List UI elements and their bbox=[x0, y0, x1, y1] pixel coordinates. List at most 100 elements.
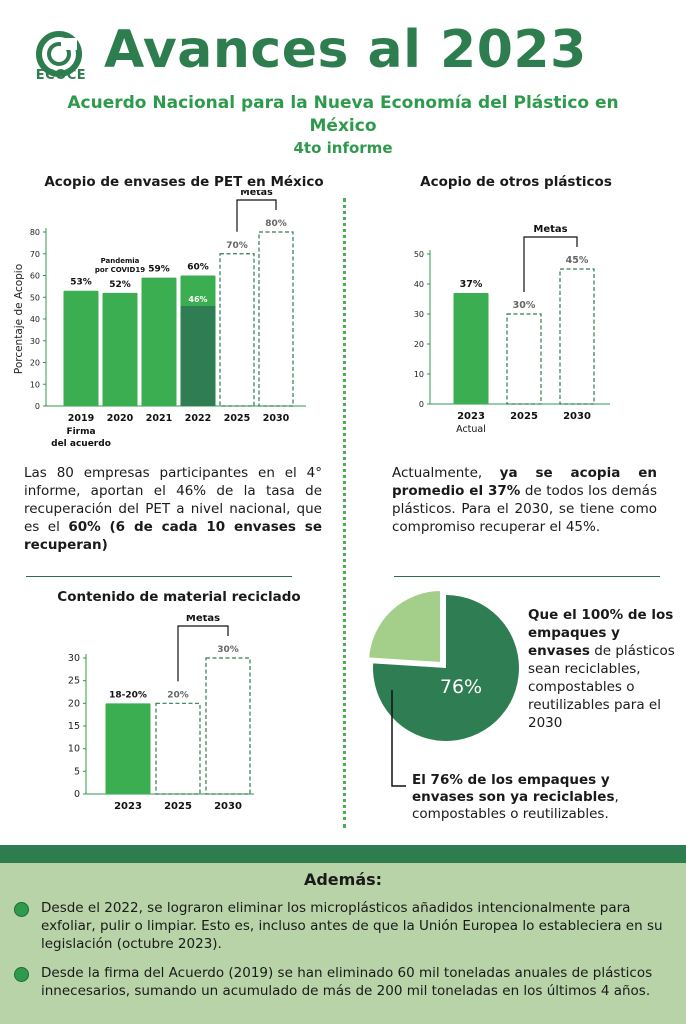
x-tick-label: 2022 bbox=[185, 413, 211, 424]
x-tick-label: 2025 bbox=[224, 413, 250, 424]
bar-meta bbox=[506, 313, 542, 405]
y-tick-label: 80 bbox=[30, 228, 40, 237]
x-tick-label: 2030 bbox=[263, 413, 290, 424]
x-tick-label: 2020 bbox=[107, 413, 134, 424]
y-tick-label: 30 bbox=[414, 310, 424, 319]
y-tick-label: 60 bbox=[30, 272, 40, 281]
bar-meta bbox=[258, 231, 294, 407]
bullet-icon bbox=[14, 902, 29, 917]
otros-chart-title: Acopio de otros plásticos bbox=[420, 174, 612, 190]
otros-paragraph: Actualmente, ya se acopia en promedio el… bbox=[392, 464, 657, 536]
bar-meta bbox=[559, 268, 595, 405]
otros-paragraph-text: Actualmente, bbox=[392, 465, 500, 481]
pie-goal-text: Que el 100% de los empaques y envases de… bbox=[528, 606, 678, 732]
bar-meta bbox=[155, 702, 201, 795]
y-tick-label: 50 bbox=[414, 250, 424, 259]
inner-data-label: 46% bbox=[188, 295, 207, 304]
data-label: 18-20% bbox=[109, 690, 147, 700]
meta-label: Metas bbox=[240, 190, 273, 198]
x-tick-label: 2023 bbox=[457, 411, 485, 422]
y-tick-label: 0 bbox=[419, 400, 424, 409]
page-title: Avances al 2023 bbox=[104, 20, 587, 80]
meta-bracket bbox=[236, 199, 277, 232]
bar-meta bbox=[219, 253, 255, 407]
x-tick-label: 2025 bbox=[164, 801, 192, 812]
data-label: 52% bbox=[109, 280, 131, 290]
vertical-divider bbox=[343, 198, 346, 828]
logo-text: ECOCE bbox=[35, 68, 87, 83]
report-label: 4to informe bbox=[293, 139, 393, 157]
y-tick-label: 20 bbox=[414, 340, 424, 349]
y-tick-label: 10 bbox=[30, 380, 40, 389]
annotation: Pandemia bbox=[101, 257, 140, 265]
x-tick-sublabel: Actual bbox=[456, 424, 486, 435]
data-label: 30% bbox=[217, 645, 239, 655]
data-label: 80% bbox=[265, 219, 287, 229]
pie-slice bbox=[367, 588, 442, 665]
pie-status-text: El 76% de los empaques y envases son ya … bbox=[412, 772, 662, 823]
y-tick-label: 10 bbox=[68, 744, 80, 755]
ademas-title: Además: bbox=[303, 870, 383, 889]
y-tick-label: 20 bbox=[30, 359, 40, 368]
y-tick-label: 0 bbox=[74, 789, 80, 800]
y-tick-label: 15 bbox=[68, 721, 80, 732]
y-tick-label: 40 bbox=[414, 280, 424, 289]
pet-paragraph-text: Las 80 empresas participantes en el 4° i… bbox=[24, 465, 322, 535]
meta-bracket bbox=[177, 625, 229, 682]
otros-paragraph-text2: de todos los demás plásticos. Para el 20… bbox=[392, 483, 657, 535]
ademas-bullet: Desde el 2022, se lograron eliminar los … bbox=[14, 899, 674, 953]
reciclado-bar-chart: 05101520253018-20%202320%202530%2030Meta… bbox=[68, 615, 254, 812]
y-tick-label: 30 bbox=[68, 653, 80, 664]
connector-line bbox=[391, 690, 406, 787]
data-label: 30% bbox=[513, 300, 536, 311]
bullet-text: Desde la firma del Acuerdo (2019) se han… bbox=[41, 965, 653, 999]
bar-inner bbox=[180, 305, 216, 406]
pie-status-bold: El 76% de los empaques y envases son ya … bbox=[412, 772, 615, 805]
x-tick-label: 2030 bbox=[563, 411, 591, 422]
y-tick-label: 25 bbox=[68, 676, 80, 687]
otros-paragraph-bold: ya se acopia en promedio el 37% bbox=[392, 465, 657, 499]
y-axis-label: Porcentaje de Acopio bbox=[13, 264, 25, 374]
pet-paragraph-bold: 60% (6 de cada 10 envases se recuperan) bbox=[24, 519, 322, 553]
data-label: 53% bbox=[70, 278, 92, 288]
pie-slice-label: 76% bbox=[440, 676, 482, 698]
bar bbox=[141, 277, 177, 406]
bottom-band bbox=[0, 845, 686, 863]
y-tick-label: 30 bbox=[30, 337, 40, 346]
bullet-icon bbox=[14, 967, 29, 982]
data-label: 59% bbox=[148, 265, 170, 275]
left-divider bbox=[26, 576, 292, 577]
x-tick-sublabel: Firma bbox=[66, 427, 95, 437]
otros-bar-chart: 0102030405037%2023Actual30%202545%2030Me… bbox=[414, 224, 610, 435]
bar bbox=[105, 703, 151, 794]
y-tick-label: 5 bbox=[74, 766, 80, 777]
ademas-bullet: Desde la firma del Acuerdo (2019) se han… bbox=[14, 964, 674, 1000]
reciclado-chart-title: Contenido de material reciclado bbox=[57, 589, 301, 605]
bar bbox=[63, 290, 99, 406]
x-tick-label: 2023 bbox=[114, 801, 142, 812]
annotation: por COVID19 bbox=[95, 266, 145, 274]
ademas-box bbox=[0, 863, 686, 1024]
x-tick-label: 2021 bbox=[146, 413, 172, 424]
data-label: 20% bbox=[167, 690, 189, 700]
ecoce-logo bbox=[36, 31, 82, 77]
y-tick-label: 0 bbox=[35, 402, 40, 411]
pie-goal-bold: Que el 100% de los empaques y envases bbox=[528, 607, 674, 659]
data-label: 37% bbox=[460, 279, 483, 290]
data-label: 70% bbox=[226, 241, 248, 251]
x-tick-sublabel: del acuerdo bbox=[51, 439, 111, 449]
bar-meta bbox=[205, 657, 251, 795]
y-tick-label: 20 bbox=[68, 698, 80, 709]
meta-bracket bbox=[523, 236, 578, 292]
bar bbox=[102, 292, 138, 406]
y-tick-label: 50 bbox=[30, 293, 40, 302]
data-label: 60% bbox=[187, 263, 209, 273]
pie-status-rest: , compostables o reutilizables. bbox=[412, 789, 619, 822]
page-subtitle: Acuerdo Nacional para la Nueva Economía … bbox=[67, 93, 619, 136]
y-tick-label: 40 bbox=[30, 315, 40, 324]
pie-chart: 76% bbox=[367, 588, 519, 787]
pie-goal-rest: de plásticos sean reciclables, compostab… bbox=[528, 643, 675, 731]
meta-label: Metas bbox=[186, 615, 220, 624]
y-tick-label: 70 bbox=[30, 250, 40, 259]
